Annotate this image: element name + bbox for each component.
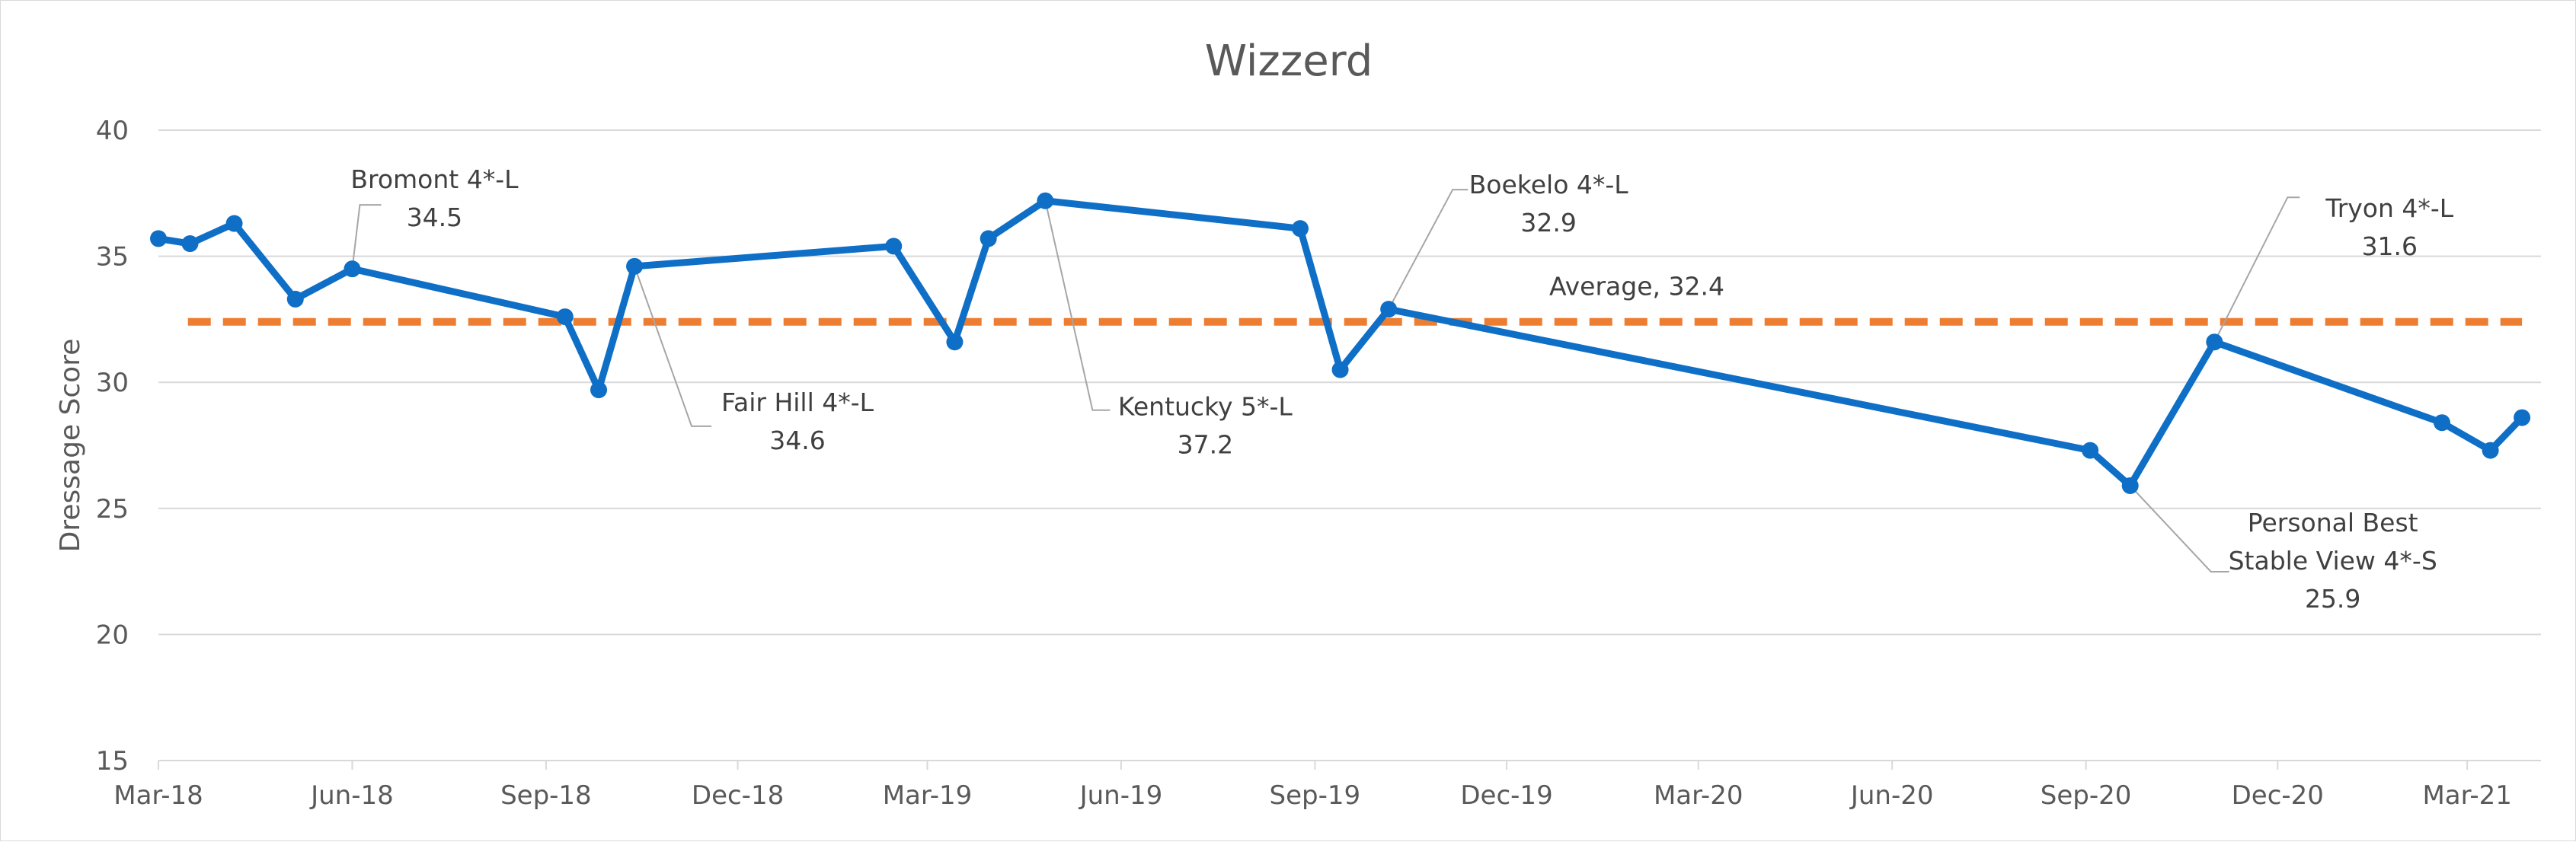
annotation-label: Bromont 4*-L (350, 164, 519, 194)
data-point-16 (2121, 477, 2139, 494)
annotation-label: 37.2 (1178, 430, 1233, 460)
x-tick-label: Mar-20 (1654, 780, 1743, 811)
data-point-17 (2206, 333, 2223, 351)
annotation-label: Boekelo 4*-L (1469, 170, 1629, 199)
y-tick-label-20: 20 (96, 620, 129, 650)
y-tick-label-40: 40 (96, 116, 129, 146)
average-label: Average, 32.4 (1549, 272, 1724, 301)
data-point-9 (946, 333, 964, 351)
annotation-label: 34.5 (407, 203, 462, 232)
y-tick-label-15: 15 (96, 746, 129, 777)
gridlines (158, 129, 2541, 761)
data-point-4 (344, 260, 361, 278)
annotation-leaders (351, 189, 2300, 572)
series-group (150, 192, 2531, 494)
annotation-label: 31.6 (2362, 231, 2418, 261)
annotation-leader (351, 204, 382, 270)
x-tick-label: Jun-19 (1079, 780, 1163, 811)
y-tick-label-35: 35 (96, 242, 129, 273)
x-tick-label: Jun-20 (1849, 780, 1934, 811)
annotation-leader (634, 266, 712, 427)
annotation-leader (2213, 196, 2300, 343)
data-point-14 (1380, 301, 1398, 318)
annotation-label: Tryon 4*-L (2325, 193, 2453, 223)
x-tick-label: Sep-18 (500, 780, 592, 811)
annotation-label: Fair Hill 4*-L (721, 388, 874, 417)
data-point-20 (2514, 409, 2531, 426)
annotation-leader (2129, 485, 2229, 572)
data-point-18 (2434, 414, 2451, 432)
data-point-12 (1292, 220, 1309, 238)
x-tick-label: Dec-18 (692, 780, 784, 811)
annotation-label: 34.6 (769, 426, 825, 455)
x-axis-ticks: Mar-18 Jun-18 Sep-18 Dec-18 Mar-19 Jun-19 Sep-… (113, 761, 2512, 811)
series-line (158, 197, 2525, 490)
y-tick-label-25: 25 (96, 494, 129, 525)
annotation-label: 25.9 (2305, 584, 2360, 614)
x-tick-label: Sep-20 (2041, 780, 2132, 811)
annotation-label: Personal Best (2248, 508, 2418, 537)
y-tick-label-30: 30 (96, 368, 129, 398)
x-tick-label: Mar-19 (883, 780, 973, 811)
y-axis-label: Dressage Score (55, 339, 86, 553)
annotation-leader (1044, 200, 1111, 411)
x-tick-label: Jun-18 (309, 780, 394, 811)
annotation-label: Kentucky 5*-L (1118, 392, 1293, 422)
chart-title: Wizzerd (1205, 37, 1373, 86)
x-tick-label: Dec-20 (2232, 780, 2324, 811)
x-tick-label: Sep-19 (1270, 780, 1361, 811)
annotation-label: 32.9 (1520, 208, 1576, 238)
data-point-0 (150, 230, 167, 247)
annotation-label: Stable View 4*-S (2229, 546, 2437, 576)
x-tick-label: Dec-19 (1460, 780, 1552, 811)
data-point-5 (556, 308, 574, 326)
data-point-15 (2082, 442, 2099, 459)
annotations: Bromont 4*-L 34.5 Fair Hill 4*-L 34.6 Kentuc… (350, 164, 2453, 614)
data-point-1 (181, 235, 199, 253)
x-tick-label: Mar-18 (113, 780, 203, 811)
data-point-11 (1037, 192, 1054, 209)
x-tick-label: Mar-21 (2422, 780, 2512, 811)
annotation-leader (1388, 189, 1469, 310)
data-point-6 (590, 381, 608, 399)
data-point-19 (2482, 442, 2499, 459)
data-point-3 (286, 290, 304, 308)
data-point-2 (225, 215, 243, 232)
data-point-13 (1331, 361, 1349, 378)
data-point-10 (980, 230, 997, 247)
y-axis-ticks: 15 20 25 30 35 40 (96, 116, 129, 777)
data-point-7 (626, 257, 644, 275)
average-line-group: Average, 32.4 (187, 272, 2523, 326)
data-point-8 (885, 238, 903, 255)
